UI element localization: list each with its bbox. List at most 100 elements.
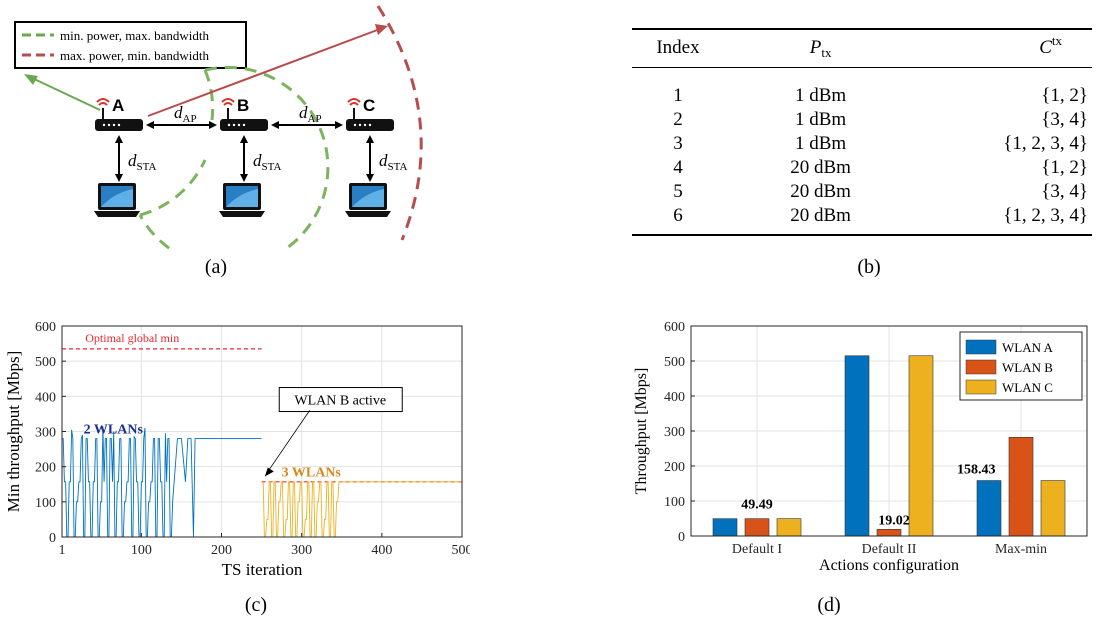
cell-ctx: {3, 4} [1041,109,1088,130]
legend-swatch [965,379,997,395]
cell-ptx: 20 dBm [790,181,851,202]
table-row: 3 1 dBm {1, 2, 3, 4} [632,132,1092,156]
access-point-b: B [220,96,268,131]
annotation-wlan-b-active: WLAN B active [294,394,386,409]
y-tick-label: 0 [49,531,56,546]
label-3-wlans: 3 WLANs [282,466,342,481]
legend-label-min-power: min. power, max. bandwidth [60,28,209,43]
cell-index: 4 [673,157,683,178]
x-tick-label: 400 [371,543,392,558]
y-tick-label: 400 [664,390,685,405]
header-ptx: Ptx [724,28,918,68]
d-sta-label-a: dSTA [128,151,156,173]
x-tick-label: 500 [452,543,471,558]
y-axis-label: Throughput [Mbps] [633,368,650,495]
cell-index: 3 [673,133,683,154]
caption-c: (c) [244,594,268,616]
legend-label: WLAN B [1002,360,1053,375]
table-row: 6 20 dBm {1, 2, 3, 4} [632,204,1092,236]
cell-ctx: {1, 2, 3, 4} [917,204,1092,236]
laptop-station-c [345,183,391,217]
legend-swatch [965,339,997,355]
caption-b: (b) [857,256,881,278]
cell-ptx: 1 dBm [794,85,847,106]
x-tick-label: Default II [862,542,917,557]
ap-label-c: C [363,96,375,115]
annotation-arrow [266,410,311,474]
bar-wlan-c [776,518,802,537]
y-tick-label: 300 [35,426,56,441]
coverage-min-power [138,65,330,269]
min-throughput-chart: 1 100 200 300 400 500 0 100 200 300 400 500 600 TS it… [4,320,473,579]
panel-c-line-chart: 1 100 200 300 400 500 0 100 200 300 400 500 600 TS it… [0,312,473,587]
optimal-global-min-label: Optimal global min [85,331,179,345]
cell-ctx: {1, 2, 3, 4} [1003,133,1088,154]
d-sta-label-c: dSTA [379,151,407,173]
panel-b-table: Index Ptx Ctx 1 1 dBm {1, 2} 2 1 dBm {3, 4} 3 1… [632,28,1092,236]
bar-value-label: 19.02 [878,513,910,528]
y-tick-label: 200 [35,461,56,476]
laptop-station-b [219,183,265,217]
cell-index: 2 [673,109,683,130]
caption-a: (a) [204,256,228,278]
access-point-c: C [346,96,394,131]
x-tick-label: 300 [291,543,312,558]
header-index: Index [632,28,724,68]
caption-d: (d) [817,594,841,616]
y-tick-label: 100 [664,495,685,510]
d-ap-label-2: dAP [299,103,322,125]
table-row: 5 20 dBm {3, 4} [632,180,1092,204]
access-point-a: A [95,96,143,131]
bar-wlan-a [712,518,738,537]
cell-ctx: {1, 2} [1041,85,1088,106]
diagram-legend-box [14,21,247,69]
cell-ctx: {1, 2} [1041,157,1088,178]
bar-wlan-a [976,480,1002,537]
coverage-max-power [376,5,423,241]
x-axis-label: TS iteration [222,560,303,579]
y-tick-label: 600 [664,320,685,335]
y-tick-label: 600 [35,320,56,335]
cell-index: 1 [673,85,683,106]
label-2-wlans: 2 WLANs [84,422,144,437]
table-row: 4 20 dBm {1, 2} [632,156,1092,180]
bar-wlan-b [1008,437,1034,537]
x-tick-label: Default I [732,542,782,557]
y-tick-label: 500 [664,355,685,370]
action-config-table: Index Ptx Ctx 1 1 dBm {1, 2} 2 1 dBm {3, 4} 3 1… [632,28,1092,236]
header-ctx: Ctx [917,28,1092,68]
panel-d-bar-chart: 0 100 200 300 400 500 600 Default I Default II Ma… [625,312,1095,587]
y-axis-label: Min throughput [Mbps] [4,351,23,513]
y-tick-label: 0 [678,530,685,545]
panel-a-diagram: min. power, max. bandwidth max. power, m… [0,0,430,269]
legend-swatch [965,359,997,375]
x-tick-label: 200 [211,543,232,558]
x-tick-label: 100 [131,543,152,558]
y-tick-label: 100 [35,496,56,511]
cell-index: 5 [673,181,683,202]
legend-label-max-power: max. power, min. bandwidth [60,48,209,63]
legend-label: WLAN A [1002,340,1054,355]
annotation-arrowhead [264,467,274,477]
table-header-row: Index Ptx Ctx [632,28,1092,68]
ap-label-b: B [237,96,249,115]
range-arrow-max-power [147,28,381,117]
laptop-station-a [94,183,140,217]
bar-value-label: 158.43 [957,463,996,478]
network-diagram: min. power, max. bandwidth max. power, m… [14,5,423,269]
range-arrow-min-power [31,77,101,111]
y-tick-label: 300 [664,425,685,440]
table-row: 2 1 dBm {3, 4} [632,108,1092,132]
bar-value-label: 49.49 [741,498,773,513]
y-tick-label: 400 [35,390,56,405]
bar-wlan-c [1040,480,1066,537]
bar-wlan-b [744,518,770,537]
bar-wlan-c [908,355,934,537]
cell-ptx: 20 dBm [724,204,918,236]
bar-wlan-a [844,355,870,537]
cell-ctx: {3, 4} [1041,181,1088,202]
x-axis-label: Actions configuration [819,557,959,574]
throughput-bar-chart: 0 100 200 300 400 500 600 Default I Default II Ma… [633,320,1088,574]
table-row: 1 1 dBm {1, 2} [632,68,1092,109]
annotation-box [278,387,403,413]
